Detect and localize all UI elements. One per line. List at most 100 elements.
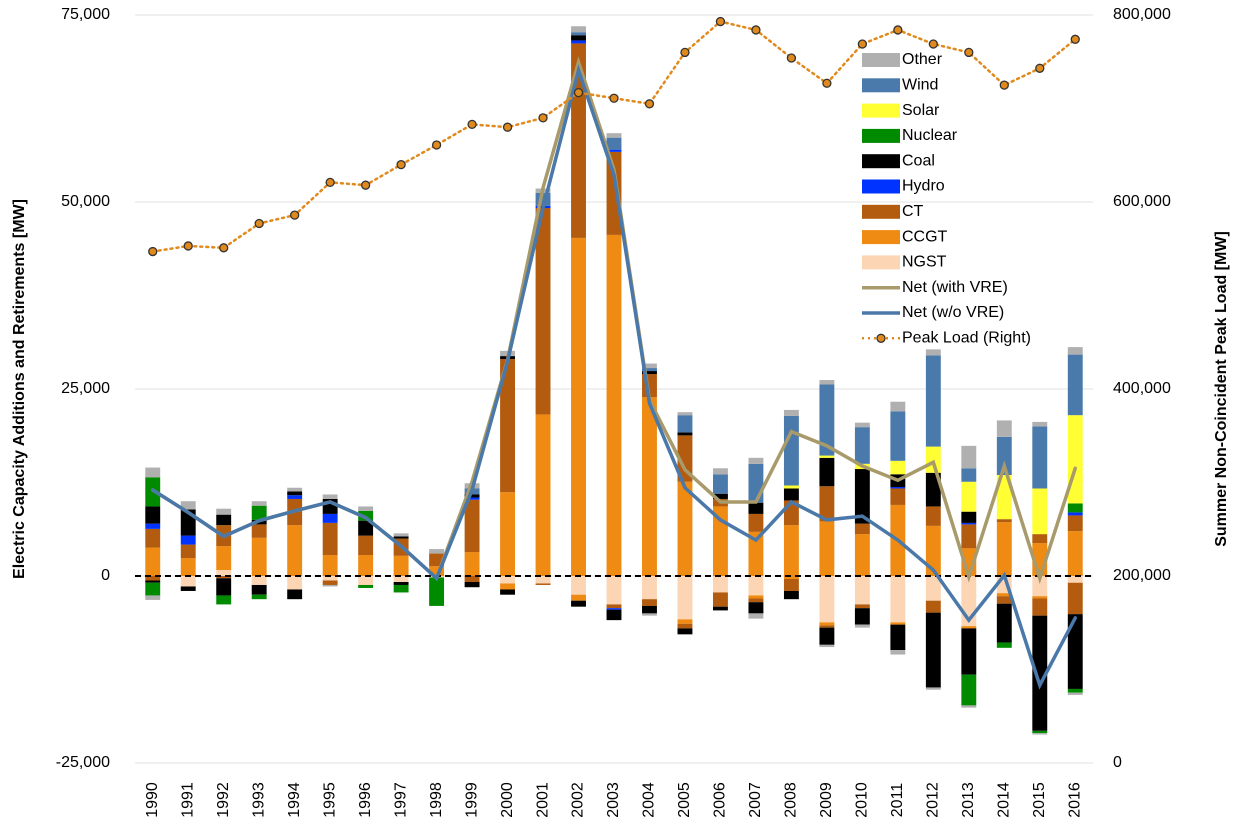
bar-segment — [571, 35, 586, 41]
bar-segment — [854, 604, 870, 609]
bar-segment — [748, 598, 764, 603]
bar-segment — [854, 469, 870, 524]
y2-axis-title: Summer Non-Coincident Peak Load [MW] — [1213, 231, 1230, 547]
bar-segment — [783, 485, 799, 489]
line-marker — [573, 87, 584, 98]
bar-segment — [925, 446, 941, 473]
bar-segment — [642, 397, 657, 576]
bar-segment — [145, 506, 161, 524]
bar-segment — [925, 355, 941, 447]
bar-segment — [996, 420, 1012, 437]
line-marker — [290, 210, 300, 220]
legend-label: Nuclear — [902, 127, 958, 144]
bar-segment — [712, 493, 728, 499]
bar-segment — [1067, 515, 1083, 532]
bar-segment — [642, 363, 657, 369]
y-axis-title: Electric Capacity Additions and Retireme… — [11, 199, 28, 579]
bar-segment — [961, 468, 977, 482]
bar-segment — [677, 619, 693, 624]
bar-segment — [606, 608, 622, 610]
line-marker — [715, 16, 726, 27]
bar-segment — [216, 595, 232, 605]
bar-segment — [1032, 534, 1048, 544]
bar-segment — [322, 522, 338, 556]
bar-segment — [783, 525, 799, 576]
x-tick-label: 2013 — [960, 782, 977, 818]
bar-segment — [180, 501, 196, 510]
bar-segment — [961, 626, 977, 629]
x-tick-label: 1992 — [215, 782, 232, 818]
bar-segment — [216, 578, 232, 596]
bar-segment — [1067, 692, 1083, 695]
bar-segment — [925, 525, 941, 576]
bar-segment — [925, 576, 941, 601]
bar-segment — [322, 580, 338, 585]
x-tick-label: 2009 — [818, 782, 835, 818]
line-marker — [1035, 63, 1045, 73]
bar-segment — [783, 488, 799, 501]
bar-segment — [712, 468, 728, 475]
bar-segment — [677, 415, 693, 433]
bar-segment — [925, 600, 941, 613]
bar-segment — [500, 589, 516, 595]
bar-segment — [571, 32, 586, 36]
bar-segment — [819, 455, 835, 458]
bar-segment — [1032, 596, 1048, 599]
bar-segment — [712, 576, 728, 593]
line-marker — [254, 218, 264, 229]
bar-segment — [819, 380, 835, 385]
bar-segment — [1032, 421, 1048, 427]
bar-segment — [251, 594, 267, 600]
legend-swatch — [862, 204, 900, 219]
bar-segment — [783, 590, 799, 600]
bar-segment — [819, 384, 835, 456]
bar-segment — [783, 576, 799, 579]
bar-segment — [251, 576, 267, 585]
bar-segment — [677, 623, 693, 629]
bar-segment — [535, 583, 551, 585]
line-marker — [999, 80, 1009, 90]
bar-segment — [358, 576, 374, 585]
x-tick-label: 1990 — [144, 782, 161, 818]
bar-segment — [854, 427, 870, 464]
line-marker — [538, 113, 548, 123]
line-marker — [928, 39, 938, 49]
legend-label: Other — [902, 51, 943, 68]
bar-segment — [819, 622, 835, 626]
bar-segment — [819, 625, 835, 628]
legend-swatch — [862, 255, 900, 270]
x-tick-label: 1995 — [321, 782, 338, 818]
bar-segment — [1032, 733, 1048, 735]
legend-label: CT — [902, 203, 924, 220]
bar-segment — [677, 432, 693, 436]
bar-segment — [180, 576, 196, 587]
bar-segment — [393, 581, 409, 585]
bar-segment — [783, 415, 799, 486]
x-tick-label: 2005 — [676, 782, 693, 818]
bar-segment — [358, 520, 374, 536]
bar-segment — [890, 650, 906, 655]
bar-segment — [854, 523, 870, 535]
bar-segment — [819, 486, 835, 522]
bar-segment — [925, 612, 941, 688]
x-tick-label: 1998 — [428, 782, 445, 818]
y2-tick-label: 600,000 — [1113, 193, 1171, 210]
y-tick-label: 75,000 — [61, 6, 110, 23]
bar-segment — [748, 502, 764, 514]
bar-segment — [322, 576, 338, 581]
bar-segment — [322, 513, 338, 523]
line-marker — [219, 243, 229, 253]
bar-segment — [890, 486, 906, 489]
bar-segment — [571, 576, 586, 595]
x-tick-label: 2011 — [889, 783, 906, 818]
line-marker — [644, 99, 655, 109]
bar-segment — [677, 481, 693, 576]
bar-segment — [535, 576, 551, 584]
bar-segment — [996, 642, 1012, 648]
line-marker — [325, 177, 335, 188]
bar-segment — [358, 506, 374, 511]
x-tick-label: 1997 — [392, 782, 409, 818]
bar-segment — [1032, 615, 1048, 731]
y-tick-label: 0 — [101, 567, 110, 584]
bar-segment — [642, 368, 657, 372]
